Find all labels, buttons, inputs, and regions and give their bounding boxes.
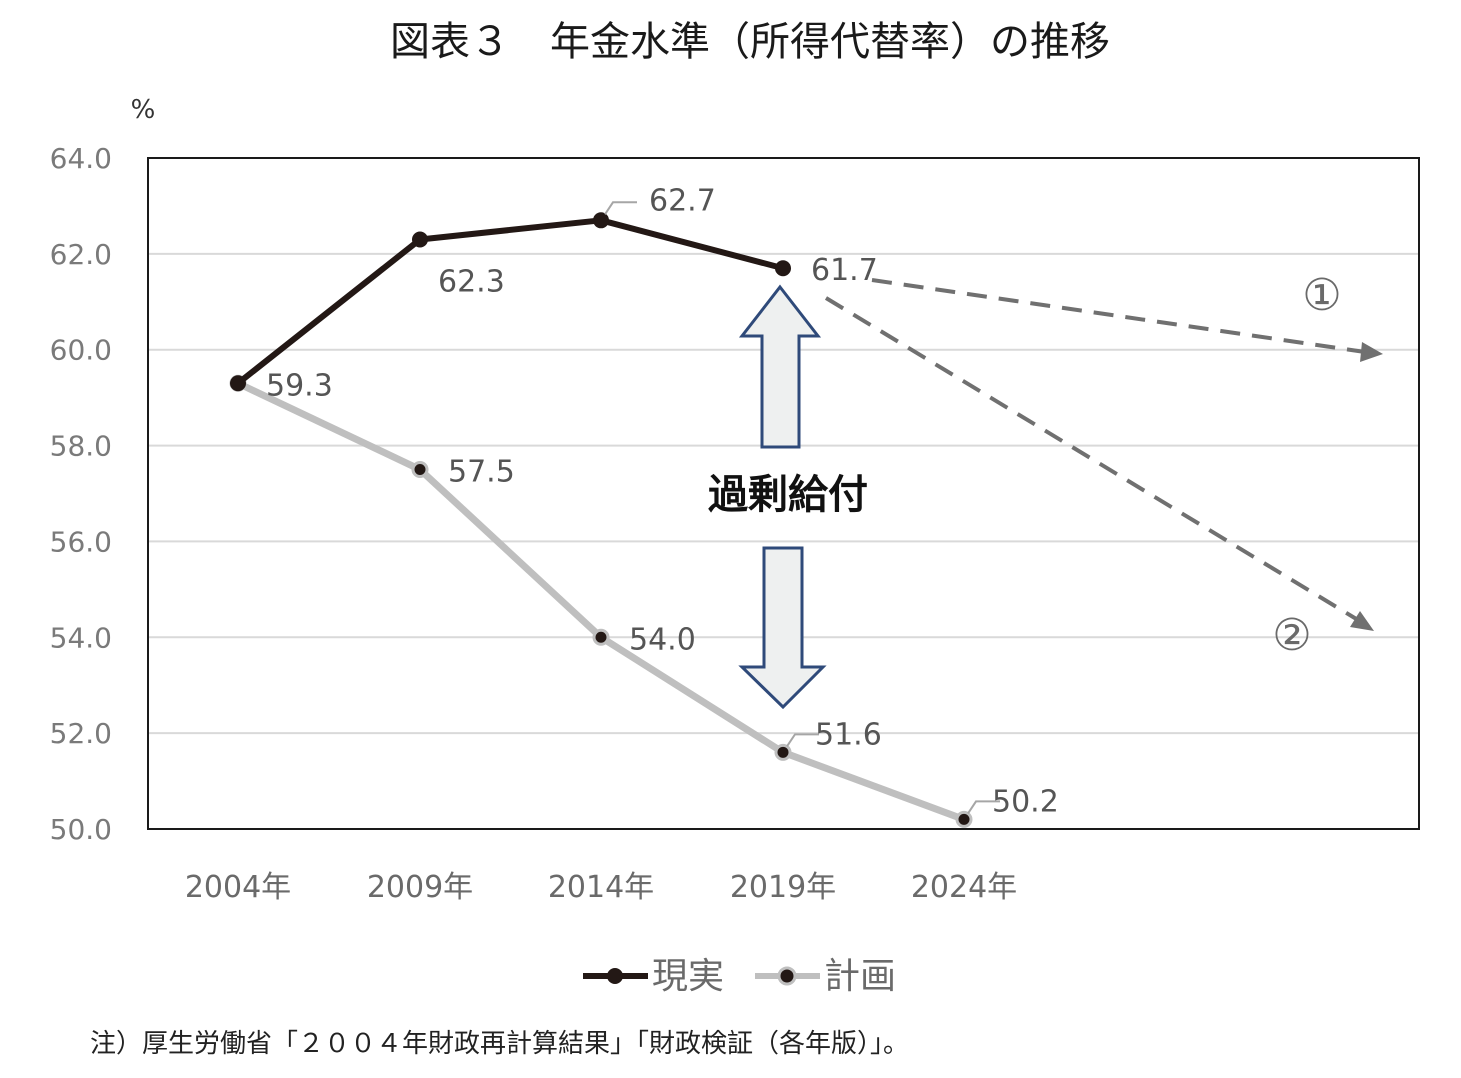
data-label-actual: 61.7: [811, 253, 878, 288]
legend-marker-actual: [607, 968, 623, 984]
series-layer: [229, 212, 973, 828]
source-note: 注）厚生労働省「２００４年財政再計算結果」「財政検証（各年版）」。: [90, 1029, 909, 1059]
y-axis-unit: %: [131, 95, 156, 125]
excess-benefit-label: 過剰給付: [708, 472, 868, 518]
data-point-plan: [411, 461, 429, 479]
data-point-actual: [230, 375, 246, 392]
data-point-actual: [412, 231, 428, 248]
data-point-plan: [955, 810, 973, 828]
series-line-plan: [236, 380, 966, 823]
data-label-plan: 59.3: [266, 368, 333, 403]
y-tick-label: 60.0: [50, 334, 112, 367]
legend: 現実 計画: [583, 956, 896, 997]
x-tick-label: 2014年: [548, 870, 654, 905]
gap-up-arrow: [738, 284, 822, 449]
gap-down-arrow: [738, 546, 827, 710]
scenario-2-label: ②: [1272, 610, 1311, 661]
legend-label-plan: 計画: [824, 956, 896, 997]
data-label-plan: 50.2: [992, 784, 1059, 819]
series-line-actual: [236, 217, 784, 386]
data-label-plan: 54.0: [629, 622, 696, 657]
data-point-plan: [592, 628, 610, 646]
leader-line: [967, 800, 1000, 814]
projection-2-line: [824, 296, 1360, 622]
y-tick-label: 56.0: [50, 525, 112, 558]
legend-label-actual: 現実: [652, 956, 724, 997]
data-labels-layer: 62.3 62.7 61.7 59.3 57.5 54.0 51.6 50.2: [266, 183, 1059, 819]
projection-1-arrowhead: [1360, 342, 1383, 362]
y-tick-label: 50.0: [50, 813, 112, 846]
y-tick-label: 54.0: [50, 621, 112, 654]
y-tick-label: 62.0: [50, 238, 112, 271]
x-tick-label: 2004年: [185, 870, 291, 905]
chart-title: 図表３ 年金水準（所得代替率）の推移: [390, 19, 1110, 65]
data-label-plan: 57.5: [448, 455, 515, 490]
x-tick-label: 2024年: [911, 870, 1017, 905]
x-tick-label: 2019年: [730, 870, 836, 905]
data-label-actual: 62.7: [649, 183, 716, 218]
y-axis-ticks: 64.0 62.0 60.0 58.0 56.0 54.0 52.0 50.0: [50, 142, 112, 846]
projection-1-line: [871, 278, 1366, 354]
scenario-1-label: ①: [1302, 270, 1341, 321]
data-point-actual: [775, 260, 791, 277]
y-tick-label: 58.0: [50, 430, 112, 463]
leader-line: [786, 733, 819, 747]
x-axis-ticks: 2004年 2009年 2014年 2019年 2024年: [185, 870, 1017, 905]
data-point-actual: [593, 212, 609, 229]
projection-arrows: [824, 278, 1383, 631]
x-tick-label: 2009年: [367, 870, 473, 905]
plot-area-frame: [147, 157, 1420, 830]
y-tick-label: 64.0: [50, 142, 112, 175]
data-point-plan: [774, 743, 792, 761]
data-label-plan: 51.6: [815, 717, 882, 752]
leader-line: [604, 201, 637, 215]
legend-marker-plan: [777, 966, 797, 986]
projection-2-arrowhead: [1350, 611, 1374, 631]
y-tick-label: 52.0: [50, 717, 112, 750]
data-label-actual: 62.3: [438, 264, 505, 299]
